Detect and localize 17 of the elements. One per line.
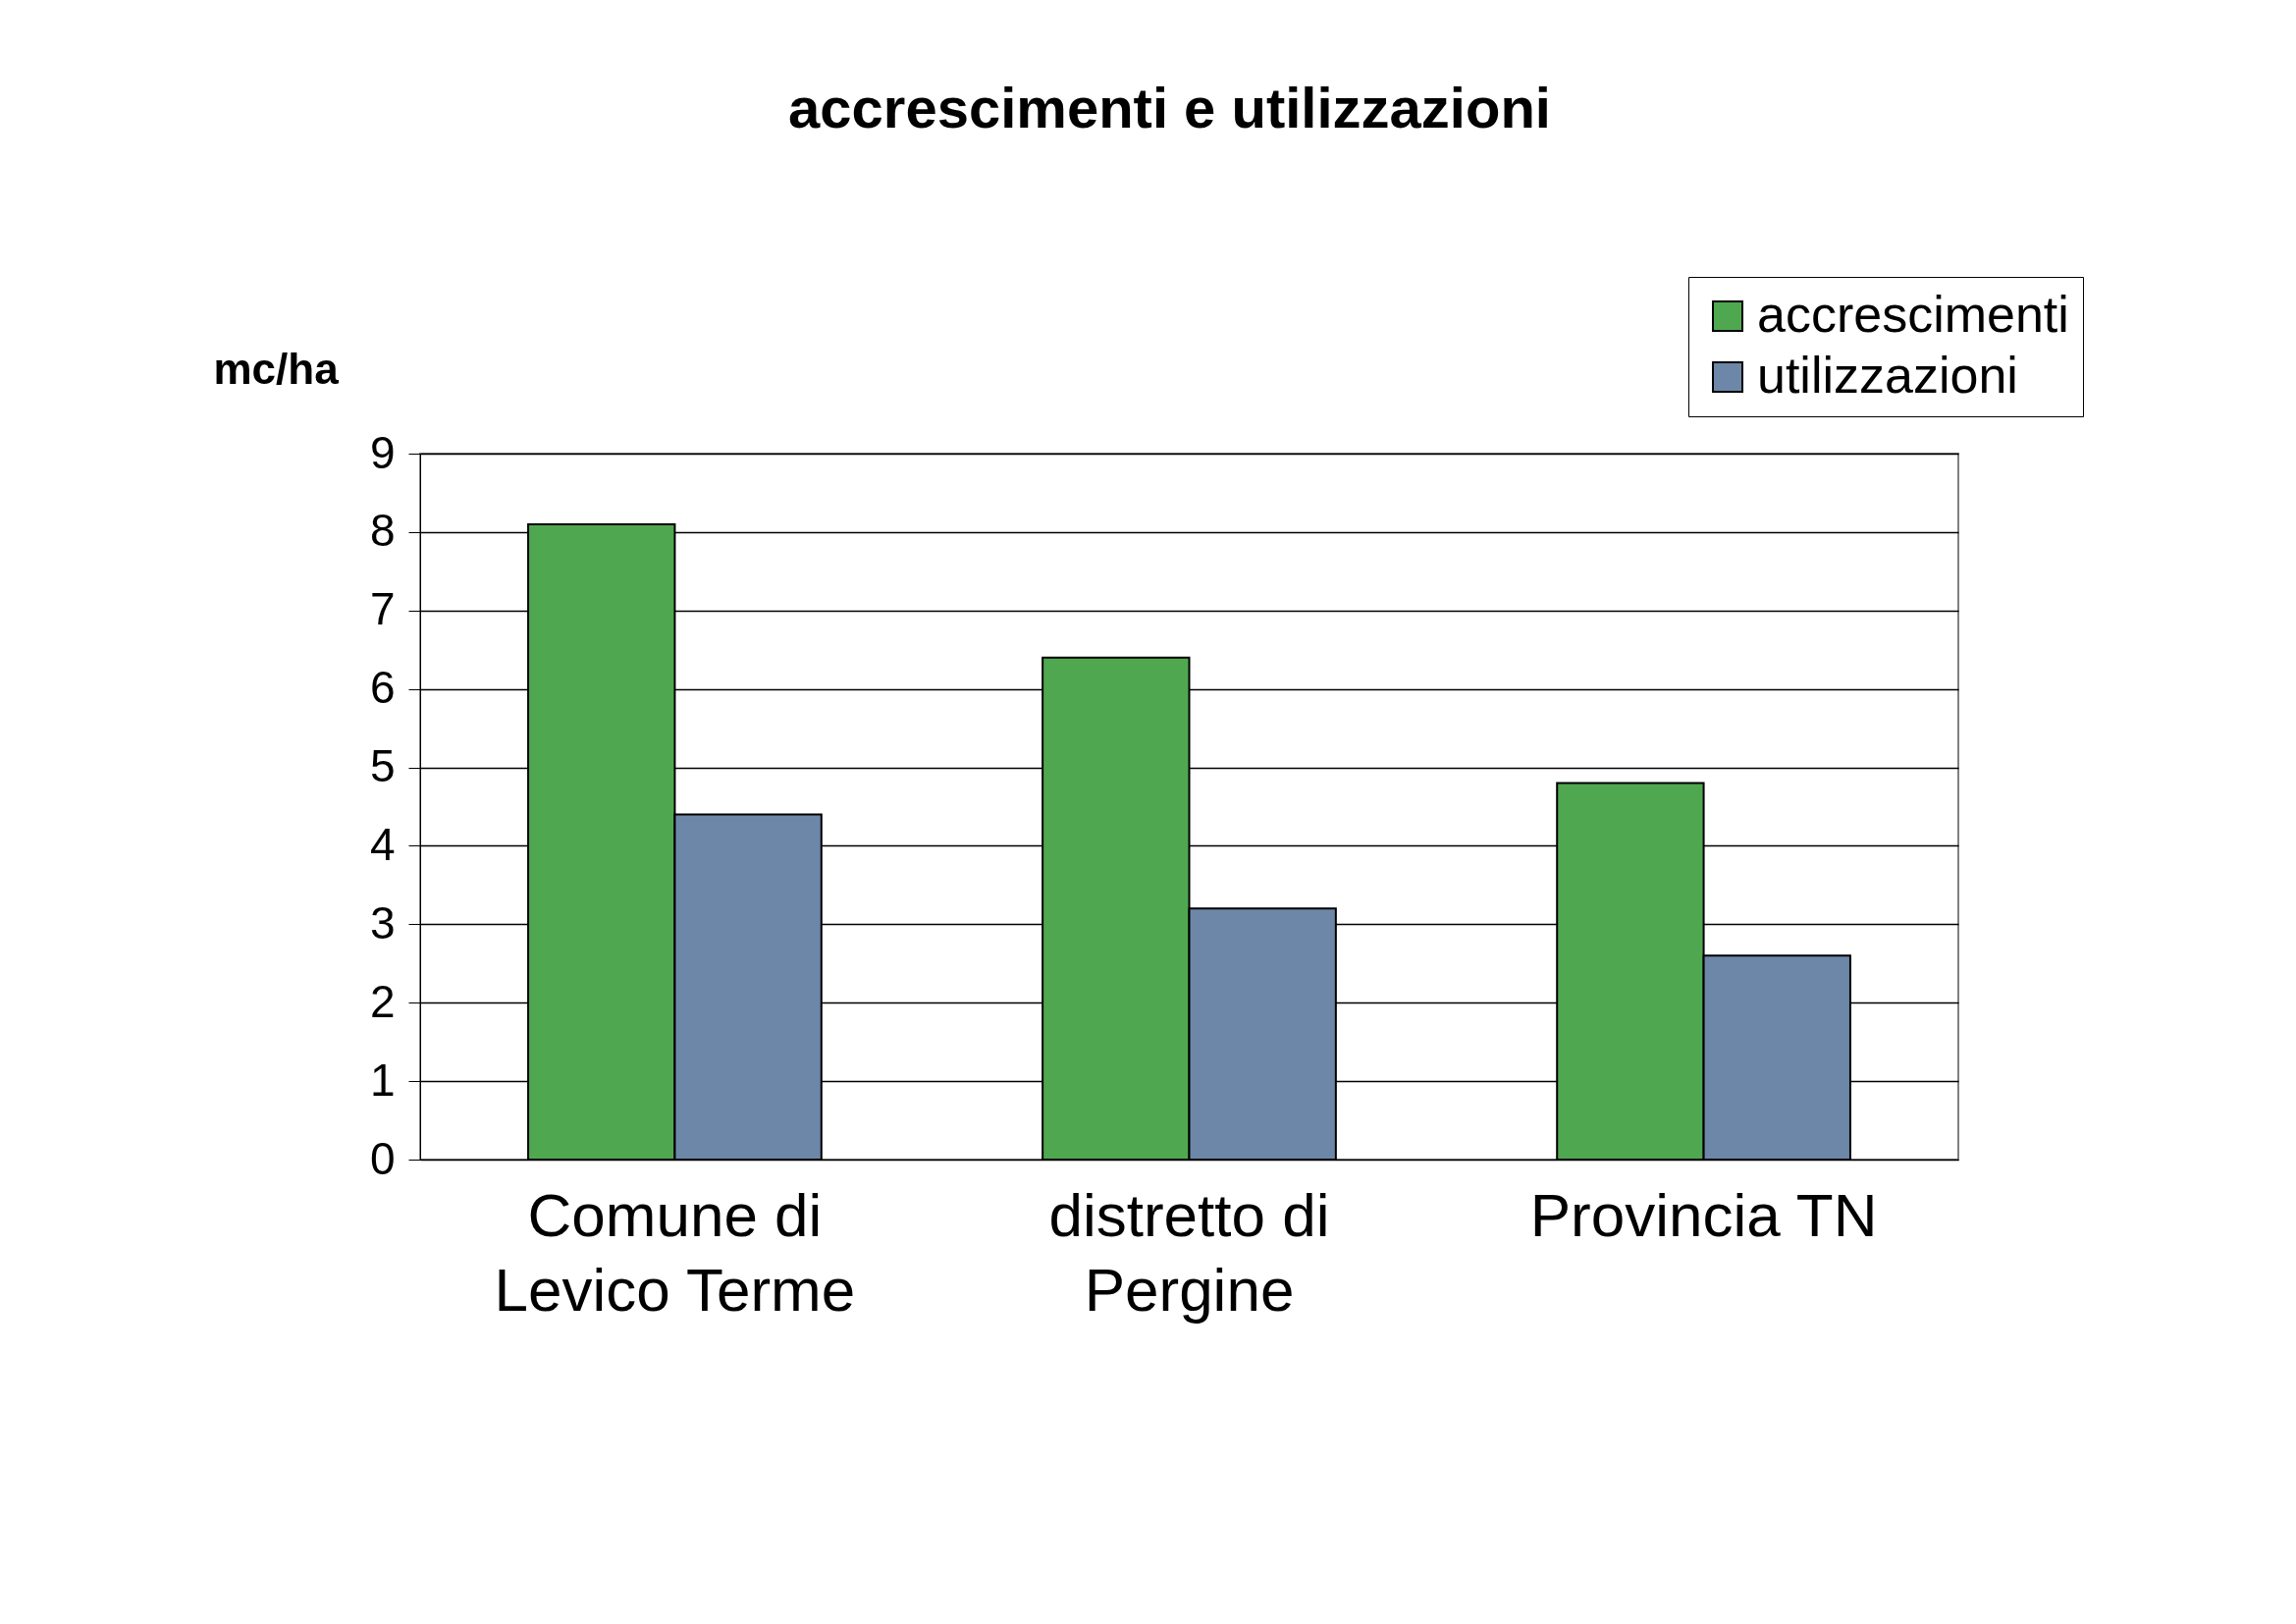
x-tick-label: distretto di Pergine: [1048, 1180, 1330, 1324]
y-axis-title: mc/ha: [213, 344, 340, 393]
y-tick-label: 4: [369, 818, 396, 870]
y-tick-label: 8: [369, 505, 396, 557]
legend-label: accrescimenti: [1757, 286, 2069, 343]
x-tick-label: Provincia TN: [1529, 1180, 1878, 1249]
x-tick-label: Comune di Levico Terme: [494, 1180, 856, 1324]
y-tick-label: 9: [369, 426, 396, 478]
y-tick-label: 2: [369, 975, 396, 1027]
y-tick-label: 5: [369, 740, 396, 792]
y-tick-label: 1: [369, 1054, 396, 1106]
y-tick-label: 7: [369, 583, 396, 635]
chart-title: accrescimenti e utilizzazioni: [788, 75, 1551, 139]
y-tick-label: 6: [369, 662, 396, 714]
legend-label: utilizzazioni: [1757, 347, 2018, 404]
y-tick-label: 3: [369, 896, 396, 948]
y-tick-label: 0: [369, 1132, 396, 1184]
